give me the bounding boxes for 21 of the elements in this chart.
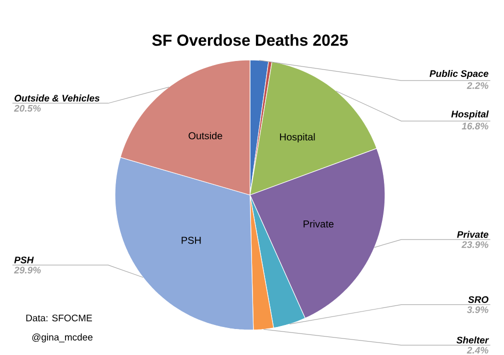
data-label: 29.9% — [14, 266, 41, 274]
text: @gina_mcdee — [32, 334, 93, 342]
data-label: 3.9% — [467, 306, 488, 314]
text: Hospital — [280, 133, 315, 142]
slice-label: Shelter — [456, 336, 490, 344]
data-label: 23.9% — [462, 241, 488, 248]
slice-label: Public Space — [430, 70, 488, 79]
text: Outside — [188, 132, 222, 140]
slice-label: PSH — [14, 256, 34, 264]
slice-label: SRO — [468, 296, 488, 303]
slice-label: Private — [457, 230, 488, 238]
data-label: 2.4% — [466, 346, 488, 354]
slice-label: Outside & Vehicles — [14, 94, 100, 102]
data-label: 16.8% — [462, 122, 488, 130]
data-label: 20.5% — [14, 104, 41, 112]
slice-label: Hospital — [451, 110, 489, 120]
data-label: 2.2% — [466, 82, 488, 89]
text: Private — [304, 220, 334, 228]
text: PSH — [182, 236, 201, 244]
chart-title: SF Overdose Deaths 2025 — [152, 34, 348, 46]
text: Data: SFOCME — [26, 314, 92, 322]
